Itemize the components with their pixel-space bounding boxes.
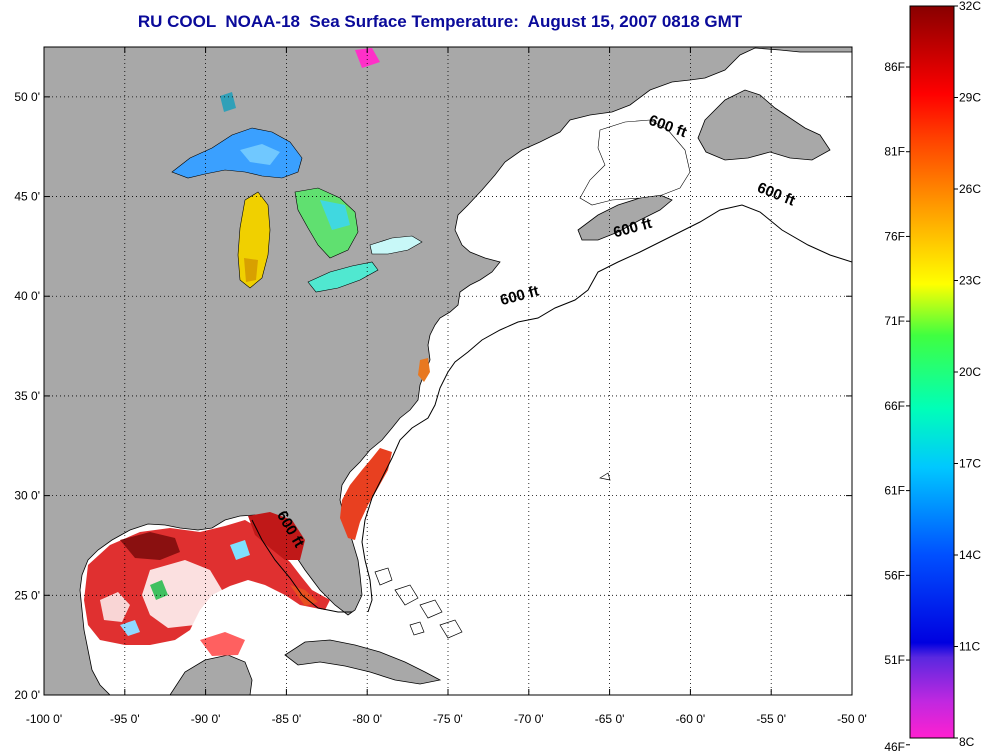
x-tick-label: -95 0' <box>110 712 140 726</box>
x-tick-label: -60 0' <box>676 712 706 726</box>
y-tick-label: 35 0' <box>14 389 40 403</box>
gulf-shelf-contour <box>251 519 352 613</box>
lake-superior <box>171 127 303 179</box>
chesapeake-sst <box>418 358 430 382</box>
atlantic-coastal-sst <box>340 448 392 540</box>
colorbar-label-fahrenheit: 51F <box>884 653 905 667</box>
colorbar-label-fahrenheit: 66F <box>884 399 905 413</box>
land-nova-scotia <box>577 194 673 241</box>
axis-ticks: -100 0' -95 0' -90 0' -85 0' -80 0' -75 0' -70… <box>14 47 867 726</box>
colorbar-label-celsius: 14C <box>959 548 981 562</box>
y-tick-label: 45 0' <box>14 190 40 204</box>
gulf-st-lawrence <box>579 119 691 206</box>
colorbar-label-fahrenheit: 71F <box>884 314 905 328</box>
colorbar-label-celsius: 29C <box>959 91 981 105</box>
colorbar-label-celsius: 8C <box>959 735 975 749</box>
temperature-colorbar: 32C 29C 26C 23C 20C 17C 14C 11C 8C 86F 81F 76F 71F 66… <box>884 0 981 754</box>
colorbar-label-celsius: 20C <box>959 365 981 379</box>
x-tick-label: -90 0' <box>191 712 221 726</box>
x-tick-label: -65 0' <box>595 712 625 726</box>
lake-ontario <box>369 235 423 255</box>
y-tick-label: 20 0' <box>14 688 40 702</box>
land-yucatan <box>169 654 253 695</box>
x-tick-label: -70 0' <box>514 712 544 726</box>
colorbar-gradient <box>909 5 955 739</box>
y-tick-label: 25 0' <box>14 588 40 602</box>
map-title: RU COOL NOAA-18 Sea Surface Temperature:… <box>137 12 743 31</box>
lake-pink-patch <box>355 48 380 68</box>
colorbar-label-celsius: 32C <box>959 0 981 13</box>
colorbar-label-celsius: 23C <box>959 274 981 288</box>
colorbar-label-fahrenheit: 86F <box>884 60 905 74</box>
colorbar-label-fahrenheit: 81F <box>884 145 905 159</box>
lat-lon-grid <box>44 47 852 695</box>
colorbar-label-celsius: 26C <box>959 182 981 196</box>
x-tick-label: -50 0' <box>837 712 867 726</box>
y-tick-label: 40 0' <box>14 289 40 303</box>
land-cuba <box>284 639 442 685</box>
y-tick-label: 50 0' <box>14 90 40 104</box>
colorbar-label-fahrenheit: 76F <box>884 229 905 243</box>
plot-frame <box>43 46 853 696</box>
x-tick-label: -55 0' <box>756 712 786 726</box>
x-tick-label: -80 0' <box>352 712 382 726</box>
x-tick-label: -100 0' <box>26 712 62 726</box>
x-tick-label: -85 0' <box>272 712 302 726</box>
shelf-contour-600ft <box>361 204 852 613</box>
colorbar-label-celsius: 17C <box>959 457 981 471</box>
lake-erie <box>307 261 379 293</box>
bahamas-islands <box>374 472 611 639</box>
colorbar-label-celsius: 11C <box>959 640 980 654</box>
colorbar-label-fahrenheit: 56F <box>884 568 905 582</box>
land-newfoundland <box>697 89 831 161</box>
colorbar-label-fahrenheit: 61F <box>884 484 905 498</box>
x-tick-label: -75 0' <box>433 712 463 726</box>
y-tick-label: 30 0' <box>14 489 40 503</box>
colorbar-label-fahrenheit: 46F <box>884 740 905 754</box>
